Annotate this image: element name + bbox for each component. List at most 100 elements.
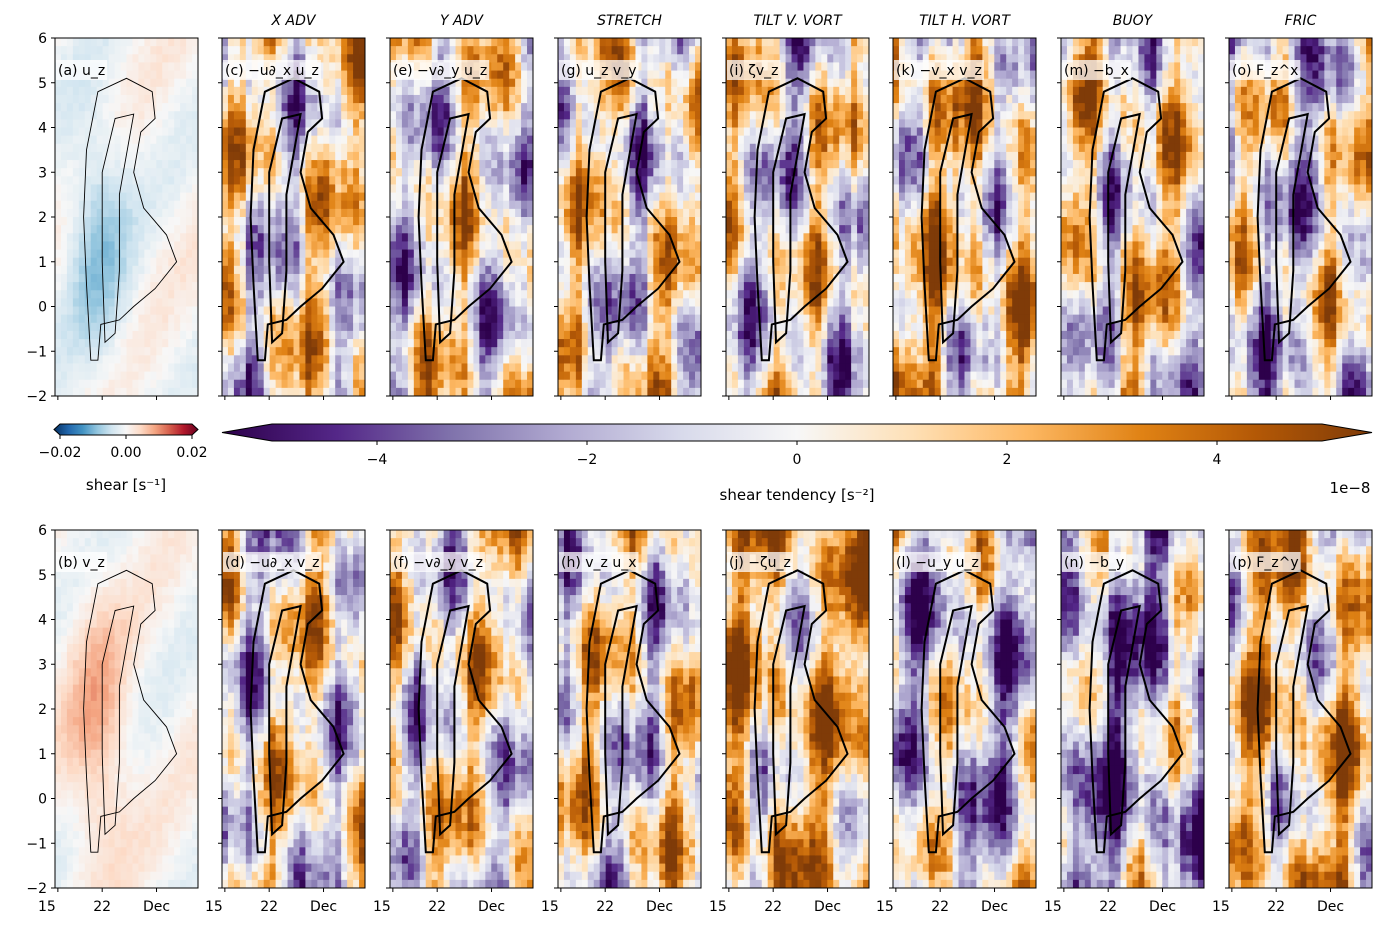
y-tick-label: 1 bbox=[38, 255, 47, 271]
contour-line bbox=[753, 569, 849, 854]
tendency-colorbar-tick-label: 0 bbox=[793, 452, 802, 468]
panel-label: (h) v_z u_x bbox=[561, 555, 637, 571]
panel-label: (a) u_z bbox=[58, 63, 105, 79]
contour-line bbox=[939, 604, 973, 837]
x-tick-label: 15 bbox=[709, 899, 727, 915]
x-tick-label: Dec bbox=[1317, 899, 1344, 915]
panel-label: (k) −v_x v_z bbox=[896, 63, 982, 79]
contour-line bbox=[604, 604, 638, 837]
contour-line bbox=[920, 569, 1016, 854]
contour-line bbox=[417, 77, 513, 362]
contour-line bbox=[1275, 604, 1309, 837]
contour-line bbox=[753, 77, 849, 362]
contour-line bbox=[1088, 77, 1184, 362]
x-tick-label: 22 bbox=[931, 899, 949, 915]
panel-label: (p) F_z^y bbox=[1232, 555, 1299, 571]
panel: 6 5 4 3 2 1 0 −1 −2 15 22 Dec (b) v_z bbox=[26, 523, 199, 915]
panel: 15 22 Dec (n) −b_y bbox=[1044, 529, 1205, 915]
y-tick-label: 0 bbox=[38, 792, 47, 808]
heatmap-cells bbox=[1061, 38, 1204, 396]
panel: (c) −u∂_x u_z bbox=[218, 37, 366, 400]
x-tick-label: Dec bbox=[143, 899, 170, 915]
tendency-colorbar-label: shear tendency [s⁻²] bbox=[720, 486, 875, 504]
contour-line bbox=[417, 569, 513, 854]
shear-colorbar-bar bbox=[53, 423, 199, 436]
contour-line bbox=[101, 605, 135, 836]
heatmap-cells bbox=[222, 38, 365, 396]
panel: (i) ζv_z bbox=[722, 37, 870, 400]
contour-line bbox=[436, 604, 470, 837]
shear-colorbar: −0.02 0.00 0.02 bbox=[39, 423, 208, 461]
column-title: FRIC bbox=[1285, 13, 1317, 29]
x-tick-label: 15 bbox=[876, 899, 894, 915]
panel-label: (f) −v∂_y v_z bbox=[393, 555, 483, 571]
x-tick-label: 22 bbox=[1267, 899, 1285, 915]
contour-line bbox=[920, 77, 1016, 362]
panel-label: (g) u_z v_y bbox=[561, 63, 637, 79]
y-tick-label: −1 bbox=[26, 836, 47, 852]
contour-line bbox=[585, 77, 681, 362]
y-tick-label: 5 bbox=[38, 568, 47, 584]
heatmap-cells bbox=[1229, 530, 1372, 888]
heatmap-cells bbox=[390, 530, 533, 888]
x-tick-label: 15 bbox=[205, 899, 223, 915]
panel: 15 22 Dec (h) v_z u_x bbox=[541, 529, 702, 915]
shear-colorbar-tick-label: 0.02 bbox=[176, 445, 207, 461]
x-tick-label: 15 bbox=[1044, 899, 1062, 915]
panel: (e) −v∂_y u_z bbox=[386, 37, 534, 400]
y-tick-label: 2 bbox=[38, 702, 47, 718]
panel-grid: 6 5 4 3 2 1 0 −1 −2 (a) u_z (c) −u∂_x u_z (e) −v∂_y… bbox=[26, 31, 1373, 915]
tendency-offset-text: 1e−8 bbox=[1330, 479, 1371, 497]
contour-line bbox=[101, 113, 135, 344]
column-title: X ADV bbox=[271, 13, 317, 29]
column-title: TILT V. VORT bbox=[753, 13, 843, 29]
heatmap-cells bbox=[222, 530, 365, 888]
x-tick-label: Dec bbox=[814, 899, 841, 915]
x-tick-label: 15 bbox=[38, 899, 56, 915]
heatmap-cells bbox=[55, 530, 198, 888]
shear-colorbar-tick-label: −0.02 bbox=[39, 445, 82, 461]
column-titles: X ADV Y ADV STRETCH TILT V. VORT TILT H. VOR… bbox=[271, 13, 1317, 29]
x-tick-label: Dec bbox=[1149, 899, 1176, 915]
contour-line bbox=[585, 569, 681, 854]
heatmap-cells bbox=[558, 38, 701, 396]
panel: (o) F_z^x bbox=[1225, 37, 1373, 400]
x-tick-label: Dec bbox=[478, 899, 505, 915]
tendency-colorbar-tick-label: −2 bbox=[577, 452, 598, 468]
contour-line bbox=[1088, 569, 1184, 854]
contour-line bbox=[1107, 604, 1141, 837]
y-tick-label: 6 bbox=[38, 523, 47, 539]
panel-label: (n) −b_y bbox=[1064, 555, 1124, 571]
heatmap-cells bbox=[893, 38, 1036, 396]
heatmap-cells bbox=[558, 530, 701, 888]
contour-line bbox=[772, 604, 806, 837]
contour-line bbox=[249, 569, 345, 854]
tendency-colorbar-bar bbox=[221, 423, 1373, 442]
y-tick-label: 2 bbox=[38, 210, 47, 226]
x-tick-label: 22 bbox=[93, 899, 111, 915]
y-tick-label: 6 bbox=[38, 31, 47, 47]
contour-line bbox=[939, 112, 973, 345]
shear-colorbar-label: shear [s⁻¹] bbox=[86, 476, 166, 494]
contour-line bbox=[1256, 569, 1352, 854]
panel: (m) −b_x bbox=[1057, 37, 1205, 400]
x-tick-label: Dec bbox=[310, 899, 337, 915]
heatmap-cells bbox=[1061, 530, 1204, 888]
panel-label: (l) −u_y u_z bbox=[896, 555, 979, 571]
panel-label: (m) −b_x bbox=[1064, 63, 1129, 79]
x-tick-label: 22 bbox=[428, 899, 446, 915]
y-tick-label: 5 bbox=[38, 76, 47, 92]
y-tick-label: 0 bbox=[38, 300, 47, 316]
panel: 15 22 Dec (j) −ζu_z bbox=[709, 529, 870, 915]
shear-colorbar-tick-label: 0.00 bbox=[110, 445, 141, 461]
column-title: STRETCH bbox=[597, 13, 662, 29]
x-tick-label: Dec bbox=[646, 899, 673, 915]
panel: 15 22 Dec (p) F_z^y bbox=[1212, 529, 1373, 915]
x-tick-label: 15 bbox=[1212, 899, 1230, 915]
y-tick-label: −2 bbox=[26, 881, 47, 897]
contour-line bbox=[268, 112, 302, 345]
panel: 15 22 Dec (f) −v∂_y v_z bbox=[373, 529, 534, 915]
x-tick-label: 15 bbox=[373, 899, 391, 915]
contour-line bbox=[83, 569, 178, 853]
y-tick-label: −1 bbox=[26, 344, 47, 360]
